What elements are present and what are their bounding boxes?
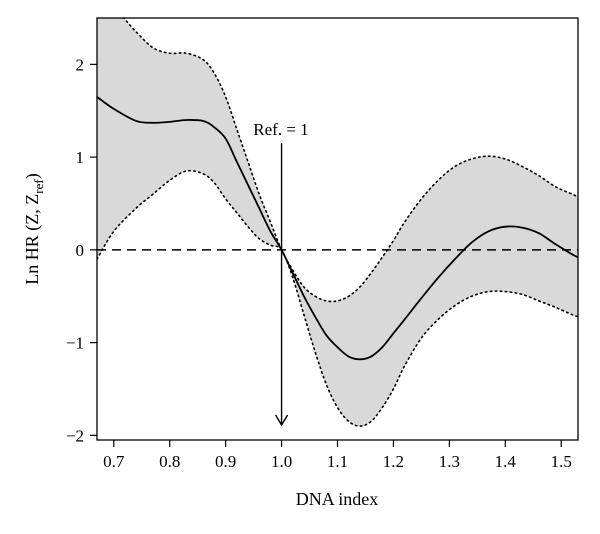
confidence-band <box>97 18 578 427</box>
y-tick-label: 1 <box>76 148 85 167</box>
lower-bound-line <box>97 169 578 427</box>
x-tick-label: 1.0 <box>271 452 292 471</box>
estimate-line <box>97 96 578 361</box>
x-tick-label: 1.4 <box>495 452 517 471</box>
x-tick-label: 0.8 <box>159 452 180 471</box>
x-tick-label: 0.9 <box>215 452 236 471</box>
y-tick-label: 2 <box>76 55 85 74</box>
y-tick-label: −1 <box>66 334 84 353</box>
x-tick-label: 1.1 <box>327 452 348 471</box>
y-tick-label: 0 <box>76 241 85 260</box>
labels: DNA index Ln HR (Z, Zref) Ref. = 1 0.7 0.… <box>22 55 572 509</box>
x-axis-title: DNA index <box>296 489 379 509</box>
upper-bound-line <box>122 18 578 303</box>
y-tick-label: −2 <box>66 426 84 445</box>
x-tick-label: 1.5 <box>551 452 572 471</box>
x-tick-label: 1.2 <box>383 452 404 471</box>
reference-arrow-head <box>274 414 289 427</box>
axes <box>90 17 579 447</box>
x-tick-label: 0.7 <box>103 452 125 471</box>
reference-arrow-label: Ref. = 1 <box>253 120 308 139</box>
plot-area <box>97 18 578 427</box>
x-tick-label: 1.3 <box>439 452 460 471</box>
y-axis-title: Ln HR (Z, Zref) <box>22 173 46 284</box>
